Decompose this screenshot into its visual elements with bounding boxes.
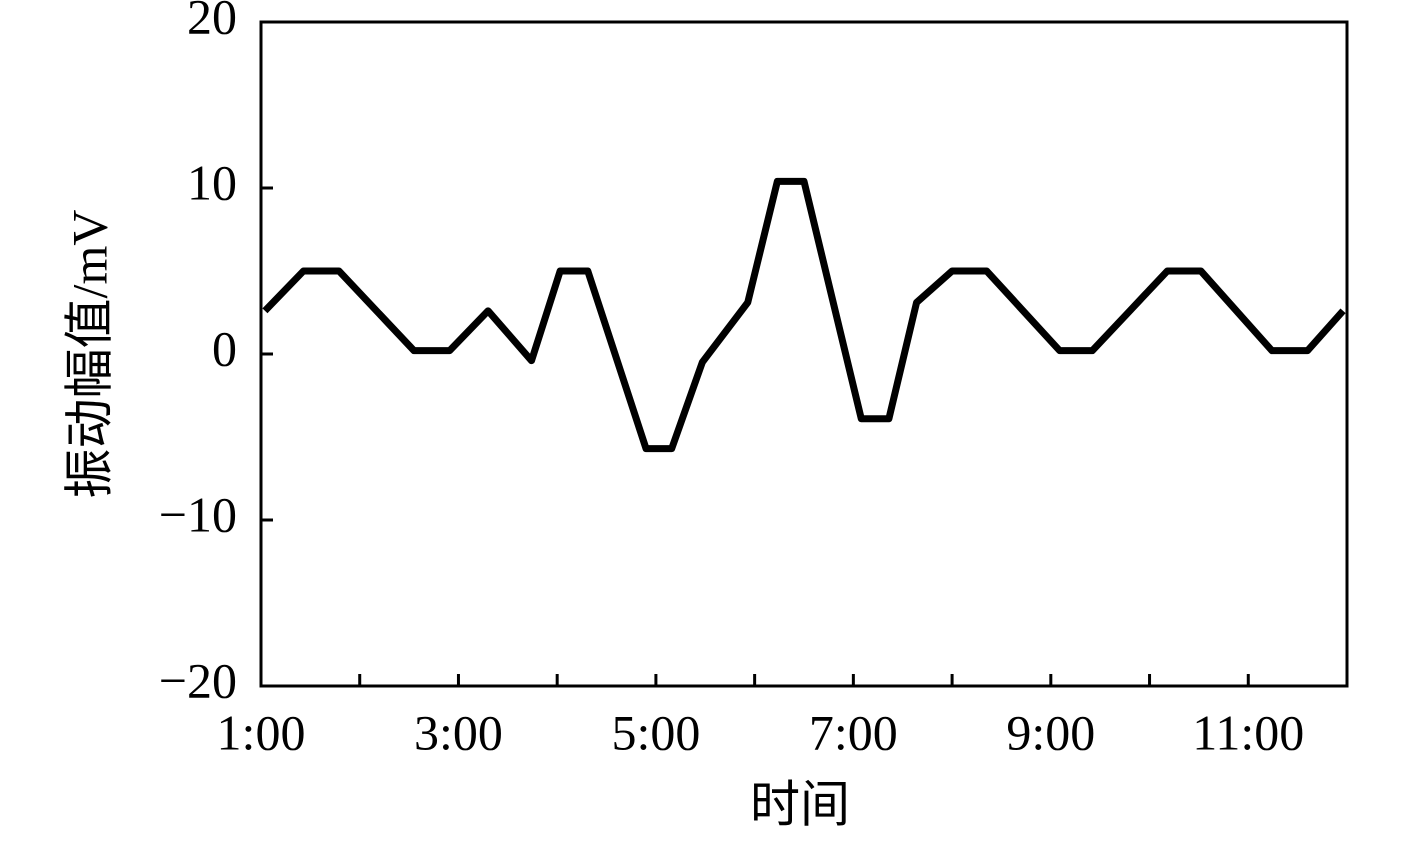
x-tick-label: 11:00 [1192,704,1304,760]
y-axis-label: 振动幅值/mV [61,210,117,499]
x-tick-label: 9:00 [1006,704,1095,760]
y-tick-label: 0 [212,320,237,376]
y-tick-label: −20 [159,652,237,708]
x-tick-label: 7:00 [809,704,898,760]
y-tick-label: 10 [187,154,237,210]
x-axis-label: 时间 [750,776,850,832]
data-line [262,177,1346,453]
x-tick-label: 3:00 [414,704,503,760]
y-tick-label: −10 [159,486,237,542]
x-tick-label: 1:00 [217,704,306,760]
y-tick-label: 20 [187,0,237,44]
x-tick-label: 5:00 [611,704,700,760]
